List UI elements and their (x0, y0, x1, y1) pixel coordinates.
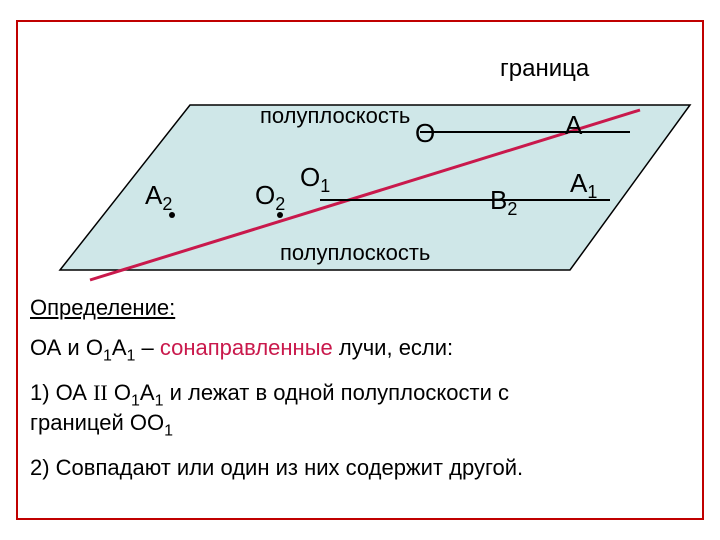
l1-post: – (135, 335, 159, 360)
label-B2: В2 (490, 185, 517, 220)
l2-sub1: 1 (131, 392, 140, 409)
label-A2-main: А (145, 180, 162, 210)
l2-mid: О (108, 380, 131, 405)
label-A2-sub: 2 (162, 194, 172, 214)
label-A2: А2 (145, 180, 172, 215)
label-B2-sub: 2 (507, 199, 517, 219)
l1-sub1: 1 (103, 347, 112, 364)
definition-line3: 2) Совпадают или один из них содержит др… (30, 455, 523, 481)
l2b-sub: 1 (164, 422, 173, 439)
label-A1: А1 (570, 168, 597, 203)
label-O2-sub: 2 (275, 194, 285, 214)
label-O2-main: О (255, 180, 275, 210)
l3: 2) Совпадают или один из них содержит др… (30, 455, 523, 480)
label-halfplane-bottom: полуплоскость (280, 240, 430, 266)
label-A: А (565, 110, 582, 141)
definition-heading: Определение: (30, 295, 175, 321)
label-B2-main: В (490, 185, 507, 215)
label-O1-sub: 1 (320, 176, 330, 196)
definition-line2: 1) ОА II О1А1 и лежат в одной полуплоско… (30, 380, 509, 410)
label-O1: О1 (300, 162, 330, 197)
definition-line1: ОА и О1А1 – сонаправленные лучи, если: (30, 335, 453, 365)
l2-post: и лежат в одной полуплоскости с (163, 380, 509, 405)
label-O2: О2 (255, 180, 285, 215)
l2-pre: 1) ОА (30, 380, 93, 405)
label-O: О (415, 118, 435, 149)
l2b: границей ОО (30, 410, 164, 435)
label-A1-main: А (570, 168, 587, 198)
label-O1-main: О (300, 162, 320, 192)
label-halfplane-top: полуплоскость (260, 103, 410, 129)
l2-mid2: А (140, 380, 155, 405)
l1-mid: А (112, 335, 127, 360)
label-granitsa: граница (500, 55, 589, 83)
definition-line2b: границей ОО1 (30, 410, 173, 440)
l1-red: сонаправленные (160, 335, 333, 360)
l1-tail: лучи, если: (333, 335, 453, 360)
definition-heading-text: Определение: (30, 295, 175, 320)
l2-parallel: II (93, 380, 108, 405)
l1-pre: ОА и О (30, 335, 103, 360)
label-A1-sub: 1 (587, 182, 597, 202)
